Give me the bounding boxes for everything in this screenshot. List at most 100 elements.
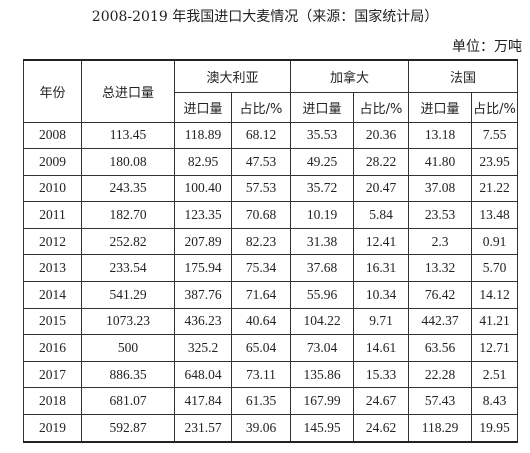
year-cell: 2015 [23, 307, 82, 336]
table-row: 2013 233.54 175.94 75.34 37.68 16.31 13.32 5.70 [23, 254, 519, 283]
fr-share-cell: 8.43 [471, 387, 519, 416]
fr-volume-cell: 442.37 [408, 307, 473, 336]
fr-share-cell: 14.12 [471, 281, 519, 309]
header-au-share: 占比/% [230, 91, 292, 123]
ca-share-cell: 10.34 [353, 281, 410, 309]
header-australia: 澳大利亚 [173, 59, 292, 93]
ca-volume-cell: 73.04 [290, 334, 355, 362]
table-row: 2011 182.70 123.35 70.68 10.19 5.84 23.53 13.48 [23, 201, 519, 229]
au-volume-cell: 175.94 [174, 254, 232, 283]
ca-volume-cell: 55.96 [290, 281, 355, 309]
ca-share-cell: 28.22 [353, 148, 410, 176]
ca-share-cell: 15.33 [353, 360, 410, 389]
total-cell: 541.29 [81, 281, 175, 309]
fr-share-cell: 12.71 [471, 334, 519, 362]
au-volume-cell: 648.04 [174, 360, 232, 389]
table-row: 2008 113.45 118.89 68.12 35.53 20.36 13.18 7.55 [23, 121, 519, 150]
table-row: 2018 681.07 417.84 61.35 167.99 24.67 57.43 8.4… [23, 387, 519, 416]
fr-volume-cell: 22.28 [408, 360, 473, 389]
ca-volume-cell: 35.53 [290, 121, 355, 150]
table-row: 2019 592.87 231.57 39.06 145.95 24.62 118.29 19… [23, 414, 519, 444]
total-cell: 592.87 [81, 414, 175, 444]
total-cell: 243.35 [81, 174, 175, 203]
au-volume-cell: 100.40 [174, 174, 232, 203]
unit-label: 单位：万吨 [452, 39, 522, 55]
ca-volume-cell: 135.86 [290, 360, 355, 389]
au-volume-cell: 231.57 [174, 414, 232, 444]
au-volume-cell: 82.95 [174, 148, 232, 176]
ca-volume-cell: 49.25 [290, 148, 355, 176]
fr-volume-cell: 23.53 [408, 201, 473, 229]
header-year: 年份 [23, 59, 82, 123]
au-share-cell: 39.06 [230, 414, 292, 444]
fr-volume-cell: 76.42 [408, 281, 473, 309]
fr-share-cell: 21.22 [471, 174, 519, 203]
table-row: 2014 541.29 387.76 71.64 55.96 10.34 76.42 14.1… [23, 281, 519, 309]
year-cell: 2013 [23, 254, 82, 283]
au-share-cell: 61.35 [230, 387, 292, 416]
table-row: 2012 252.82 207.89 82.23 31.38 12.41 2.3 0.91 [23, 227, 519, 256]
fr-volume-cell: 13.32 [408, 254, 473, 283]
ca-share-cell: 20.36 [353, 121, 410, 150]
year-cell: 2012 [23, 227, 82, 256]
table-row: 2017 886.35 648.04 73.11 135.86 15.33 22.28 2.5… [23, 360, 519, 389]
fr-share-cell: 0.91 [471, 227, 519, 256]
header-total: 总进口量 [81, 59, 175, 123]
table-row: 2009 180.08 82.95 47.53 49.25 28.22 41.80 23.95 [23, 148, 519, 176]
au-share-cell: 47.53 [230, 148, 292, 176]
table-row: 2016 500 325.2 65.04 73.04 14.61 63.56 12.71 [23, 334, 519, 362]
ca-share-cell: 14.61 [353, 334, 410, 362]
total-cell: 681.07 [81, 387, 175, 416]
year-cell: 2010 [23, 174, 82, 203]
au-share-cell: 82.23 [230, 227, 292, 256]
au-volume-cell: 417.84 [174, 387, 232, 416]
au-volume-cell: 118.89 [174, 121, 232, 150]
au-share-cell: 68.12 [230, 121, 292, 150]
au-share-cell: 73.11 [230, 360, 292, 389]
ca-volume-cell: 104.22 [290, 307, 355, 336]
total-cell: 1073.23 [81, 307, 175, 336]
ca-volume-cell: 35.72 [290, 174, 355, 203]
header-fr-share: 占比/% [471, 91, 519, 123]
year-cell: 2017 [23, 360, 82, 389]
fr-share-cell: 5.70 [471, 254, 519, 283]
barley-import-table: 年份 总进口量 澳大利亚 加拿大 法国 进口量 占比/% 进口量 占比/% 进口… [23, 59, 519, 444]
year-cell: 2009 [23, 148, 82, 176]
au-share-cell: 75.34 [230, 254, 292, 283]
year-cell: 2016 [23, 334, 82, 362]
fr-share-cell: 13.48 [471, 201, 519, 229]
au-share-cell: 70.68 [230, 201, 292, 229]
table-row: 2015 1073.23 436.23 40.64 104.22 9.71 442.37 41… [23, 307, 519, 336]
fr-volume-cell: 118.29 [408, 414, 473, 444]
page-title: 2008-2019 年我国进口大麦情况（来源：国家统计局） [91, 9, 439, 25]
header-au-volume: 进口量 [174, 91, 232, 123]
au-volume-cell: 325.2 [174, 334, 232, 362]
total-cell: 182.70 [81, 201, 175, 229]
au-volume-cell: 123.35 [174, 201, 232, 229]
au-volume-cell: 436.23 [174, 307, 232, 336]
year-cell: 2011 [23, 201, 82, 229]
ca-volume-cell: 167.99 [290, 387, 355, 416]
au-share-cell: 71.64 [230, 281, 292, 309]
header-france: 法国 [408, 59, 519, 93]
ca-share-cell: 5.84 [353, 201, 410, 229]
ca-volume-cell: 37.68 [290, 254, 355, 283]
fr-share-cell: 41.21 [471, 307, 519, 336]
total-cell: 233.54 [81, 254, 175, 283]
total-cell: 180.08 [81, 148, 175, 176]
year-cell: 2008 [23, 121, 82, 150]
ca-share-cell: 24.62 [353, 414, 410, 444]
year-cell: 2018 [23, 387, 82, 416]
table-row: 2010 243.35 100.40 57.53 35.72 20.47 37.08 21.2… [23, 174, 519, 203]
fr-volume-cell: 63.56 [408, 334, 473, 362]
fr-share-cell: 19.95 [471, 414, 519, 444]
fr-volume-cell: 41.80 [408, 148, 473, 176]
fr-share-cell: 23.95 [471, 148, 519, 176]
au-share-cell: 57.53 [230, 174, 292, 203]
total-cell: 113.45 [81, 121, 175, 150]
header-canada: 加拿大 [290, 59, 410, 93]
ca-share-cell: 12.41 [353, 227, 410, 256]
header-ca-share: 占比/% [353, 91, 410, 123]
ca-volume-cell: 31.38 [290, 227, 355, 256]
fr-volume-cell: 2.3 [408, 227, 473, 256]
